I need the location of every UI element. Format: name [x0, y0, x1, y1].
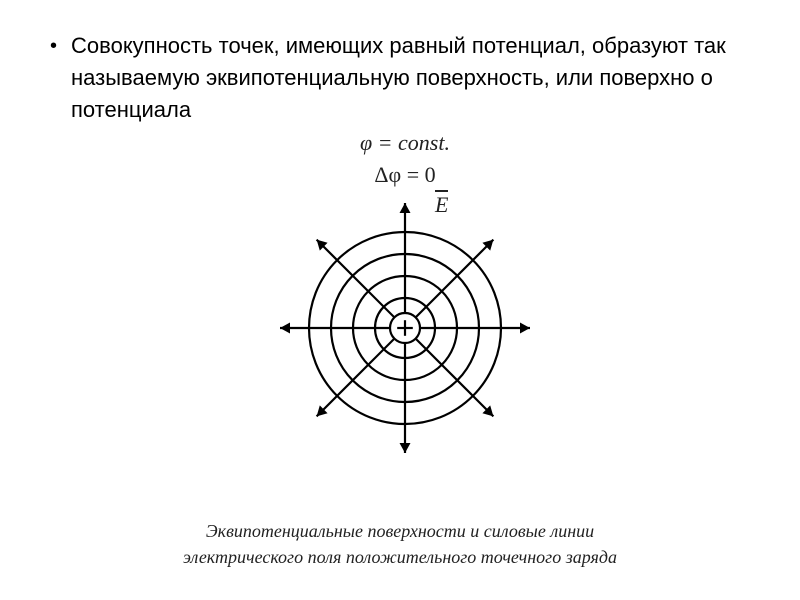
- bullet-marker: •: [50, 30, 57, 62]
- field-diagram: [275, 198, 535, 458]
- figure-caption: Эквипотенциальные поверхности и силовые …: [0, 518, 800, 570]
- formula-area: φ = const. Δφ = 0: [50, 130, 760, 188]
- caption-line-1: Эквипотенциальные поверхности и силовые …: [0, 518, 800, 544]
- bullet-text: Совокупность точек, имеющих равный потен…: [71, 30, 760, 126]
- e-vector-label: E: [435, 192, 448, 218]
- formula-delta-phi: Δφ = 0: [50, 162, 760, 188]
- bullet-row: • Совокупность точек, имеющих равный пот…: [50, 30, 760, 126]
- formula-phi-const: φ = const.: [50, 130, 760, 156]
- figure-wrap: E: [50, 198, 760, 463]
- caption-line-2: электрического поля положительного точеч…: [0, 544, 800, 570]
- slide: • Совокупность точек, имеющих равный пот…: [0, 0, 800, 600]
